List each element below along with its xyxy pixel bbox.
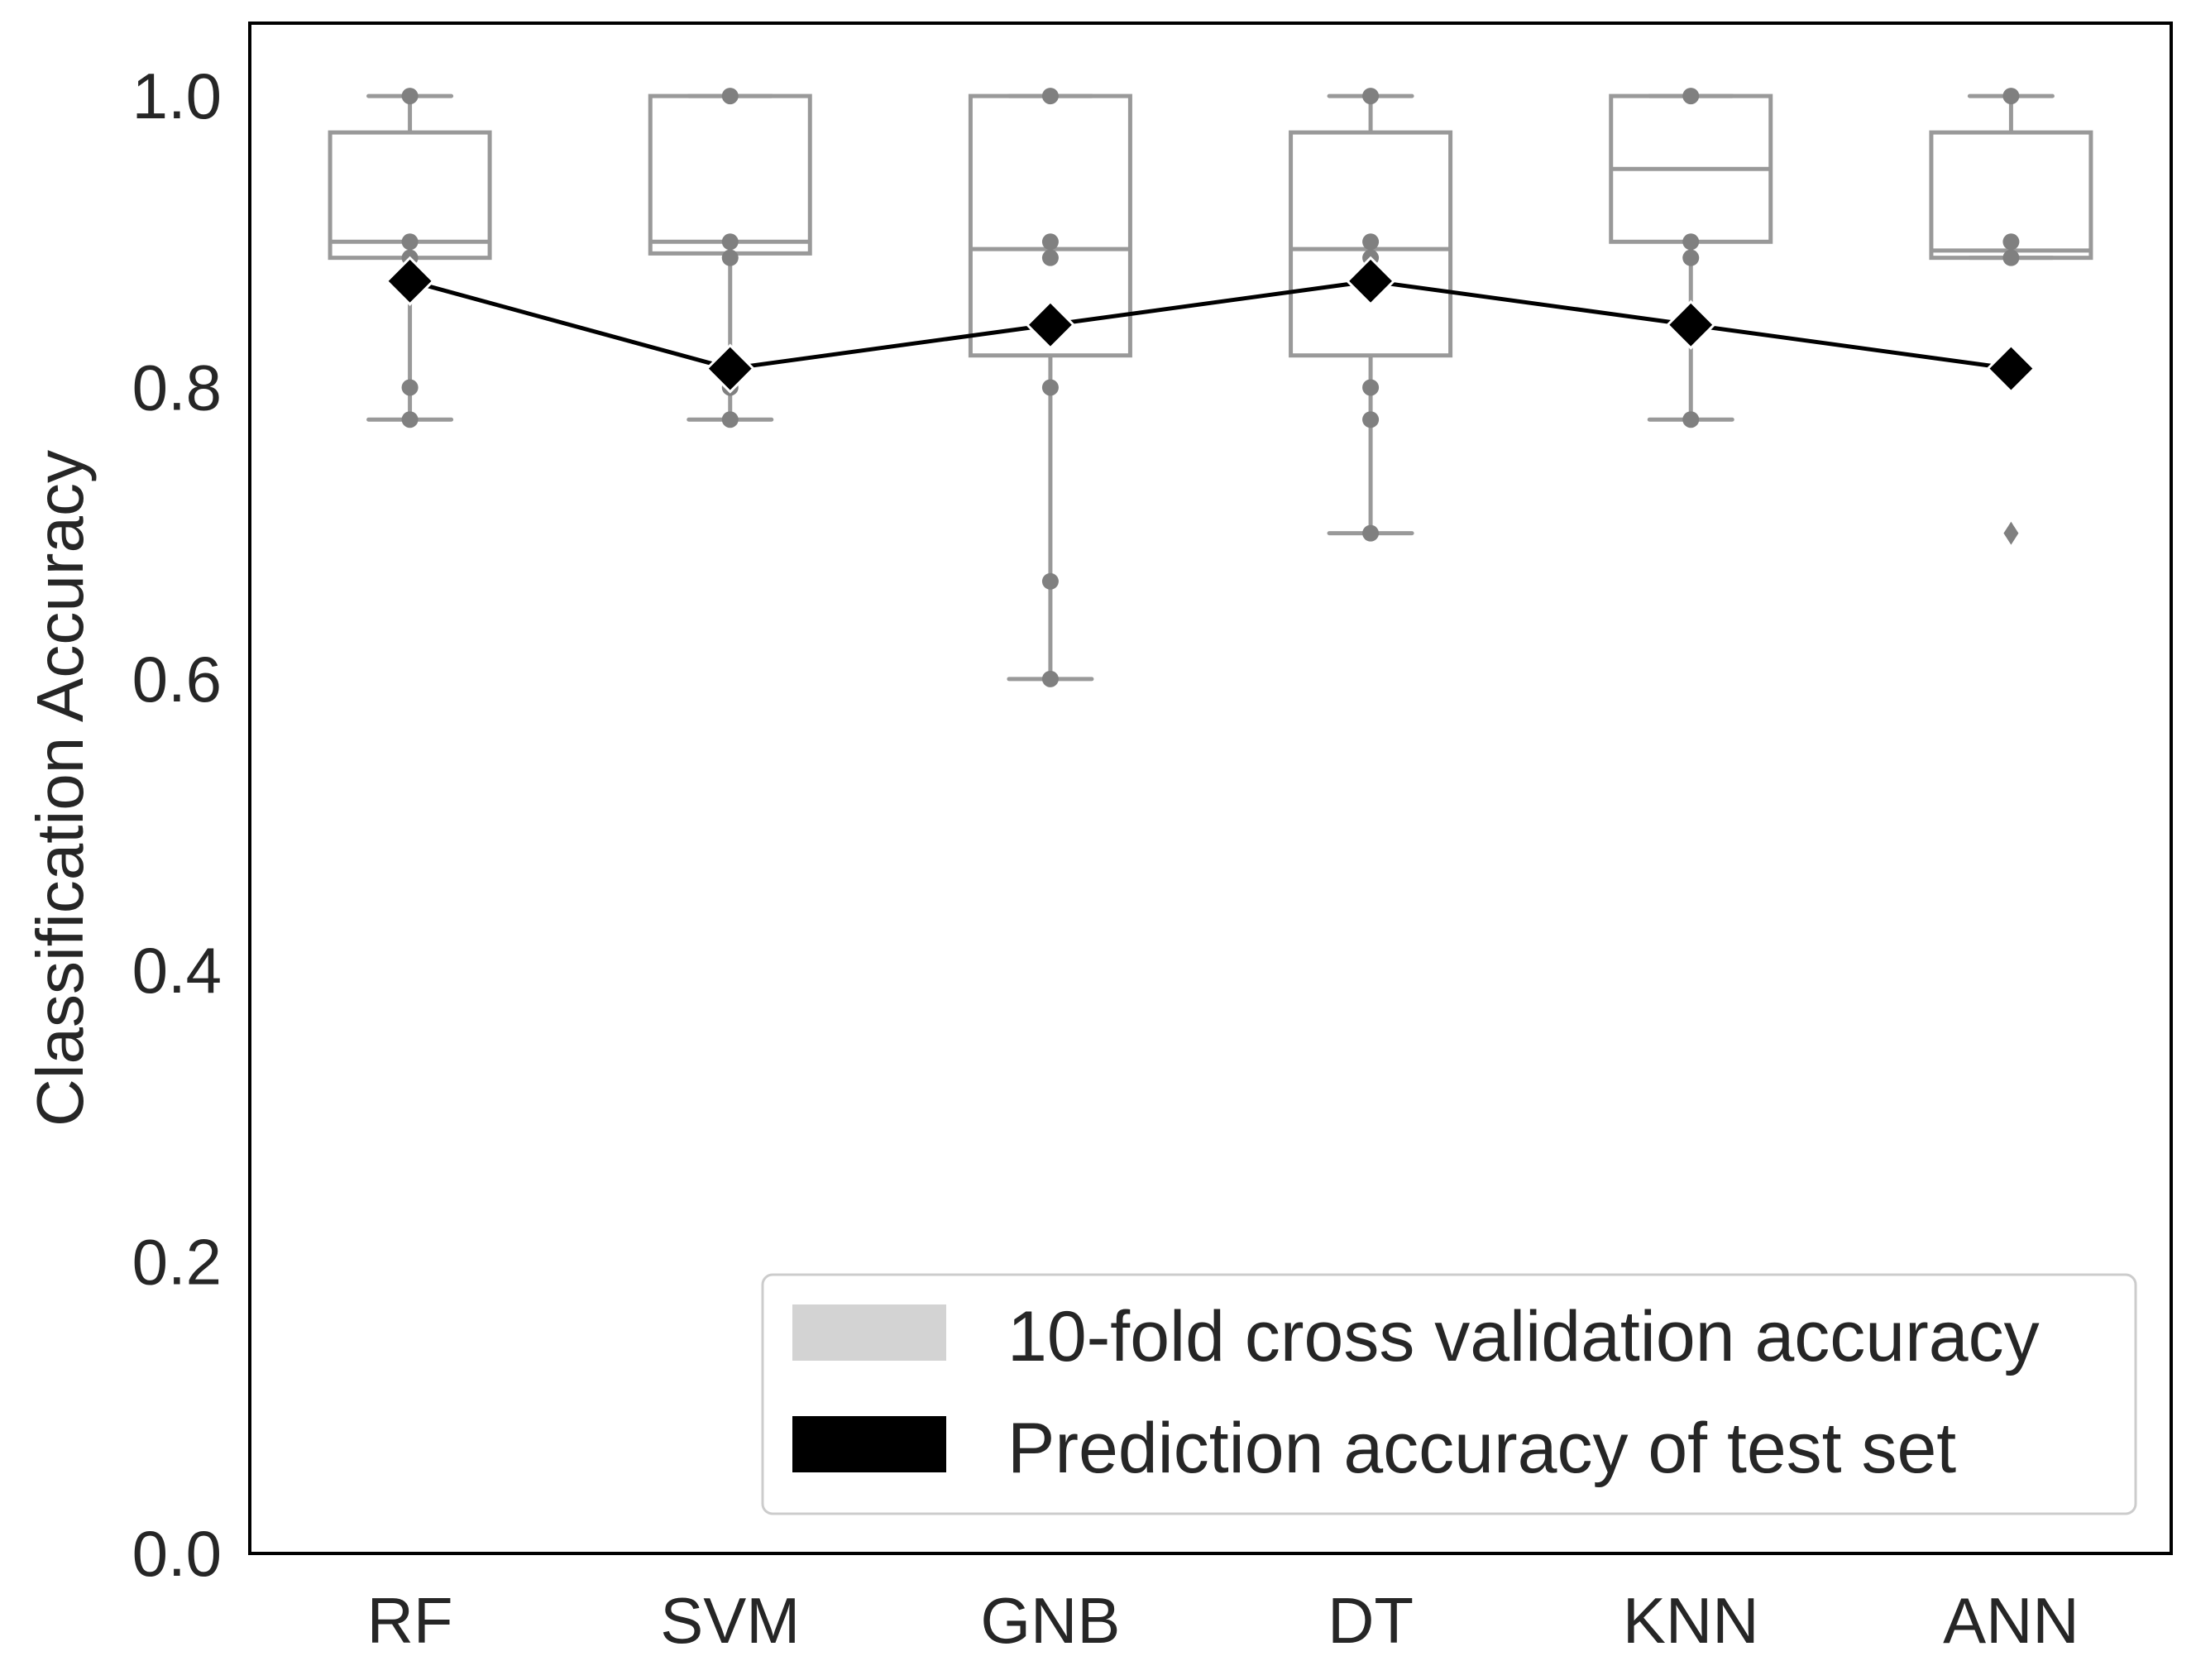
cv-point: [721, 249, 739, 266]
x-tick-label: KNN: [1623, 1584, 1759, 1657]
x-tick-label: GNB: [980, 1584, 1120, 1657]
y-tick-labels: 0.0 0.2 0.4 0.6 0.8 1.0: [132, 60, 222, 1590]
test-accuracy-marker: [705, 343, 755, 394]
x-tick-label: ANN: [1943, 1584, 2079, 1657]
line-layer: [385, 256, 2036, 394]
cv-point: [401, 88, 419, 105]
cv-point: [1682, 233, 1700, 251]
cv-point: [1041, 379, 1059, 396]
legend-label-cv: 10-fold cross validation accuracy: [1007, 1297, 2040, 1376]
legend-label-test: Prediction accuracy of test set: [1007, 1409, 1956, 1488]
y-tick-label: 0.2: [132, 1226, 222, 1299]
plot-frame: [248, 22, 2173, 1555]
cv-point: [1362, 524, 1380, 542]
y-axis-label: Classification Accuracy: [23, 450, 97, 1127]
cv-point: [1362, 88, 1380, 105]
x-tick-label: DT: [1328, 1584, 1414, 1657]
test-accuracy-marker: [1986, 343, 2036, 394]
cv-point: [1041, 572, 1059, 590]
cv-point: [401, 379, 419, 396]
cv-point: [721, 233, 739, 251]
y-tick-label: 0.6: [132, 643, 222, 716]
cv-point: [1362, 379, 1380, 396]
test-accuracy-marker: [1025, 299, 1076, 350]
cv-point: [1682, 88, 1700, 105]
cv-point: [401, 233, 419, 251]
y-tick-label: 0.4: [132, 934, 222, 1007]
cv-point: [1041, 233, 1059, 251]
cv-point: [2002, 249, 2020, 266]
y-tick-label: 0.8: [132, 351, 222, 424]
cv-point: [2002, 233, 2020, 251]
y-tick-label: 0.0: [132, 1517, 222, 1590]
y-tick-label: 1.0: [132, 60, 222, 132]
test-accuracy-marker: [385, 256, 435, 306]
box-iqr: [1289, 130, 1453, 358]
legend-swatch-cv: [792, 1304, 946, 1361]
legend-swatch-test: [792, 1416, 946, 1472]
box-flier: [2003, 521, 2019, 545]
x-tick-label: SVM: [660, 1584, 800, 1657]
cv-point: [721, 411, 739, 428]
test-accuracy-marker: [1666, 299, 1716, 350]
cv-point: [1041, 670, 1059, 687]
cv-point: [1682, 249, 1700, 266]
x-tick-labels: RF SVM GNB DT KNN ANN: [367, 1584, 2079, 1657]
legend-frame: [761, 1273, 2137, 1515]
cv-point: [1362, 411, 1380, 428]
test-accuracy-line: [409, 279, 2012, 371]
cv-point: [1682, 411, 1700, 428]
cv-point: [1362, 233, 1380, 251]
cv-point: [1041, 88, 1059, 105]
cv-point: [401, 411, 419, 428]
cv-point: [1041, 249, 1059, 266]
test-accuracy-marker: [1345, 256, 1396, 306]
cv-point: [721, 88, 739, 105]
cv-point: [2002, 88, 2020, 105]
legend: 10-fold cross validation accuracy Predic…: [761, 1273, 2137, 1515]
x-tick-label: RF: [367, 1584, 453, 1657]
